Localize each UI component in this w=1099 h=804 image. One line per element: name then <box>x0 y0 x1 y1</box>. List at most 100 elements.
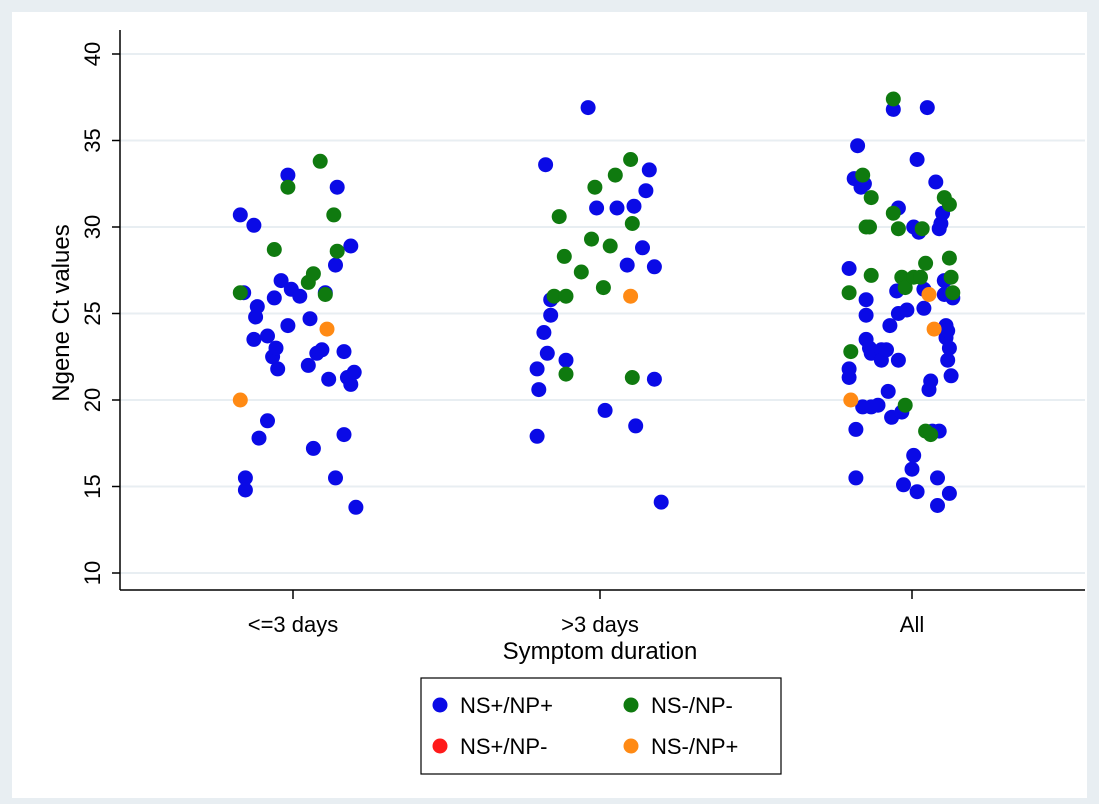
data-point <box>602 238 618 254</box>
data-point <box>885 101 901 117</box>
data-point <box>556 248 572 264</box>
data-point <box>841 261 857 276</box>
data-point <box>941 197 957 212</box>
data-point <box>858 292 874 308</box>
y-tick-label: 10 <box>80 561 105 585</box>
data-point <box>543 307 559 323</box>
data-point <box>914 221 930 237</box>
data-point <box>584 231 599 247</box>
data-point <box>529 361 545 377</box>
data-point <box>850 138 866 154</box>
data-point <box>653 494 669 510</box>
legend-box <box>420 677 782 775</box>
data-point <box>904 461 920 477</box>
data-point <box>890 221 906 237</box>
y-tick-label: 30 <box>80 215 105 239</box>
data-point <box>539 345 555 361</box>
data-point <box>314 342 330 358</box>
data-point <box>589 200 605 216</box>
legend-label: NS-/NP+ <box>651 734 738 759</box>
data-point <box>624 370 640 385</box>
data-point <box>841 285 857 301</box>
data-point <box>558 352 574 368</box>
data-point <box>251 430 267 446</box>
data-point <box>270 361 286 377</box>
data-point <box>573 264 589 280</box>
legend-marker <box>623 697 639 713</box>
data-point <box>923 373 939 389</box>
data-point <box>319 321 335 337</box>
data-point <box>916 300 932 316</box>
data-point <box>619 257 635 273</box>
data-point <box>266 290 282 306</box>
data-point <box>328 470 343 486</box>
data-point <box>268 340 284 356</box>
data-point <box>899 302 915 318</box>
x-tick-label: All <box>900 612 924 637</box>
data-point <box>885 91 901 107</box>
x-tick-label: <=3 days <box>248 612 339 637</box>
legend-label: NS-/NP- <box>651 693 733 718</box>
data-point <box>305 440 321 456</box>
data-point <box>909 484 925 500</box>
data-point <box>232 392 248 408</box>
y-tick-label: 15 <box>80 474 105 498</box>
data-point <box>558 288 574 304</box>
data-point <box>623 288 639 304</box>
data-point <box>879 342 894 358</box>
data-point <box>628 418 644 434</box>
x-axis-title: Symptom duration <box>503 638 698 665</box>
data-point <box>862 219 877 235</box>
data-point <box>237 482 253 498</box>
data-point <box>348 499 364 515</box>
legend-label: NS+/NP- <box>460 734 547 759</box>
data-point <box>266 242 282 257</box>
data-point <box>280 318 296 334</box>
data-point <box>923 427 939 443</box>
data-point <box>326 207 342 223</box>
data-point <box>328 257 343 273</box>
data-point <box>292 288 308 304</box>
data-point <box>858 307 874 323</box>
data-point <box>855 167 871 183</box>
data-point <box>237 470 253 486</box>
legend-marker <box>432 738 448 754</box>
y-axis-title: Ngene Ct values <box>48 224 75 401</box>
data-point <box>302 311 318 327</box>
data-point <box>305 266 321 282</box>
data-point <box>848 421 864 437</box>
data-point <box>906 447 922 463</box>
data-point <box>921 287 937 302</box>
data-point <box>635 240 650 256</box>
data-point <box>343 238 359 254</box>
data-point <box>940 352 956 368</box>
data-point <box>312 153 328 169</box>
data-point <box>558 366 574 382</box>
legend: NS+/NP+ NS-/NP- NS+/NP- NS-/NP+ <box>420 677 782 775</box>
data-point <box>909 152 925 167</box>
legend-marker <box>623 738 639 754</box>
data-point <box>941 340 957 356</box>
legend-label: NS+/NP+ <box>460 693 553 718</box>
data-point <box>624 216 640 231</box>
data-point <box>930 470 945 486</box>
y-tick-label: 25 <box>80 301 105 325</box>
data-point <box>232 207 248 223</box>
data-point <box>926 321 942 337</box>
data-point <box>646 259 662 275</box>
data-point <box>943 269 959 285</box>
data-point <box>587 179 603 195</box>
y-tick-label: 20 <box>80 388 105 412</box>
data-point <box>597 402 613 418</box>
data-point <box>260 328 275 344</box>
data-point <box>641 162 657 178</box>
data-point <box>246 217 262 233</box>
data-point <box>551 209 567 225</box>
data-point <box>346 364 362 380</box>
data-point <box>945 285 961 301</box>
y-tick-label: 40 <box>80 42 105 66</box>
data-point <box>930 498 945 513</box>
data-point <box>890 352 906 368</box>
